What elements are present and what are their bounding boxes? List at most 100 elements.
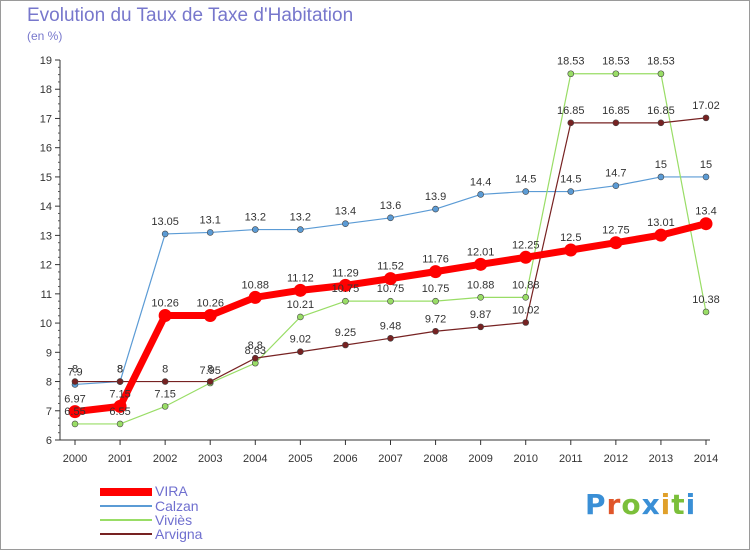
logo-letter: P [585, 488, 607, 521]
data-point [158, 308, 172, 322]
data-point [342, 297, 349, 305]
data-point [519, 250, 533, 264]
data-point [206, 378, 214, 385]
data-point [564, 243, 578, 257]
data-point [609, 236, 623, 250]
data-label: 8 [162, 364, 168, 376]
data-label: 10.26 [196, 297, 224, 309]
data-point [522, 294, 530, 301]
data-label: 11.76 [422, 254, 449, 266]
data-label: 12.75 [602, 225, 630, 237]
data-label: 16.85 [602, 105, 630, 117]
legend-swatch-arvigna [100, 533, 152, 535]
data-point [116, 378, 124, 385]
legend-item-vivies: Viviès [100, 512, 300, 529]
data-point [567, 188, 575, 195]
data-point [113, 399, 127, 413]
data-label: 11.52 [377, 261, 404, 273]
x-tick-label: 2005 [288, 453, 312, 465]
data-point [293, 283, 307, 297]
data-point [432, 327, 439, 335]
legend-label-arvigna: Arvigna [155, 526, 203, 542]
data-label: 12.01 [467, 246, 495, 258]
legend-item-vira: VIRA [100, 483, 300, 500]
data-label: 10.02 [512, 304, 540, 316]
data-label: 7.15 [154, 388, 175, 400]
data-point [68, 405, 82, 419]
data-point [474, 257, 488, 271]
data-label: 8 [117, 364, 123, 376]
data-label: 9.25 [335, 327, 356, 339]
data-label: 8 [72, 364, 78, 376]
logo-letter: t [671, 488, 686, 521]
logo-letter: o [621, 488, 642, 521]
data-label: 13.4 [335, 206, 356, 218]
data-label: 9.72 [425, 313, 446, 325]
x-tick-label: 2008 [423, 453, 447, 465]
y-tick-label: 6 [46, 435, 52, 447]
data-label: 8 [117, 364, 123, 376]
data-label: 12.25 [512, 239, 540, 251]
data-point [702, 114, 710, 122]
x-tick-label: 2007 [378, 453, 402, 465]
data-label: 13.05 [151, 216, 179, 228]
data-label: 18.53 [647, 56, 675, 68]
data-point [699, 217, 713, 231]
legend-swatch-calzan [100, 505, 152, 507]
legend-item-calzan: Calzan [100, 498, 300, 515]
legend-label-vivies: Viviès [155, 512, 193, 528]
data-point [384, 272, 397, 286]
legend-item-arvigna: Arvigna [100, 526, 300, 543]
series-line-arvigna [75, 117, 707, 383]
legend-swatch-vira [100, 488, 152, 496]
x-tick-label: 2003 [198, 453, 222, 465]
data-label: 13.2 [245, 212, 266, 224]
data-point [657, 70, 665, 78]
y-tick-label: 7 [46, 406, 52, 418]
data-point [567, 70, 575, 78]
legend-label-calzan: Calzan [155, 498, 199, 514]
data-point [522, 188, 530, 195]
data-label: 10.21 [287, 299, 315, 311]
data-point [387, 297, 394, 305]
data-label: 10.88 [467, 279, 495, 291]
y-tick-label: 8 [46, 377, 52, 389]
data-point [567, 119, 575, 127]
data-label: 8.63 [245, 345, 266, 357]
data-label: 16.85 [557, 105, 585, 117]
data-label: 7.9 [67, 366, 82, 378]
data-label: 15 [655, 159, 667, 171]
data-point [612, 70, 620, 78]
data-label: 10.75 [377, 283, 405, 295]
chart-title: Evolution du Taux de Taxe d'Habitation [27, 5, 354, 26]
y-tick-label: 15 [40, 172, 52, 184]
y-tick-label: 12 [40, 260, 52, 272]
data-point [161, 403, 169, 410]
data-point [387, 214, 394, 222]
data-label: 15 [700, 159, 712, 171]
data-point [161, 378, 169, 385]
data-point [432, 205, 439, 213]
data-label: 13.4 [695, 206, 716, 218]
data-label: 10.75 [332, 283, 360, 295]
legend-swatch-vivies [100, 519, 152, 521]
y-tick-label: 18 [40, 84, 52, 96]
y-tick-label: 13 [40, 230, 52, 242]
logo-letter: i [685, 488, 697, 521]
x-tick-label: 2002 [153, 453, 177, 465]
logo-letter: r [606, 488, 622, 521]
data-label: 11.29 [332, 267, 359, 279]
data-point [297, 226, 304, 233]
proxiti-logo: Proxiti [585, 488, 696, 521]
data-label: 13.2 [290, 212, 311, 224]
data-label: 16.85 [647, 105, 675, 117]
data-point [338, 278, 352, 292]
data-point [161, 230, 169, 238]
chart-subtitle: (en %) [27, 29, 63, 43]
data-label: 6.97 [64, 394, 85, 406]
y-tick-label: 16 [40, 143, 52, 155]
data-label: 12.5 [560, 232, 581, 244]
y-tick-label: 11 [41, 289, 52, 301]
data-point [522, 319, 530, 326]
